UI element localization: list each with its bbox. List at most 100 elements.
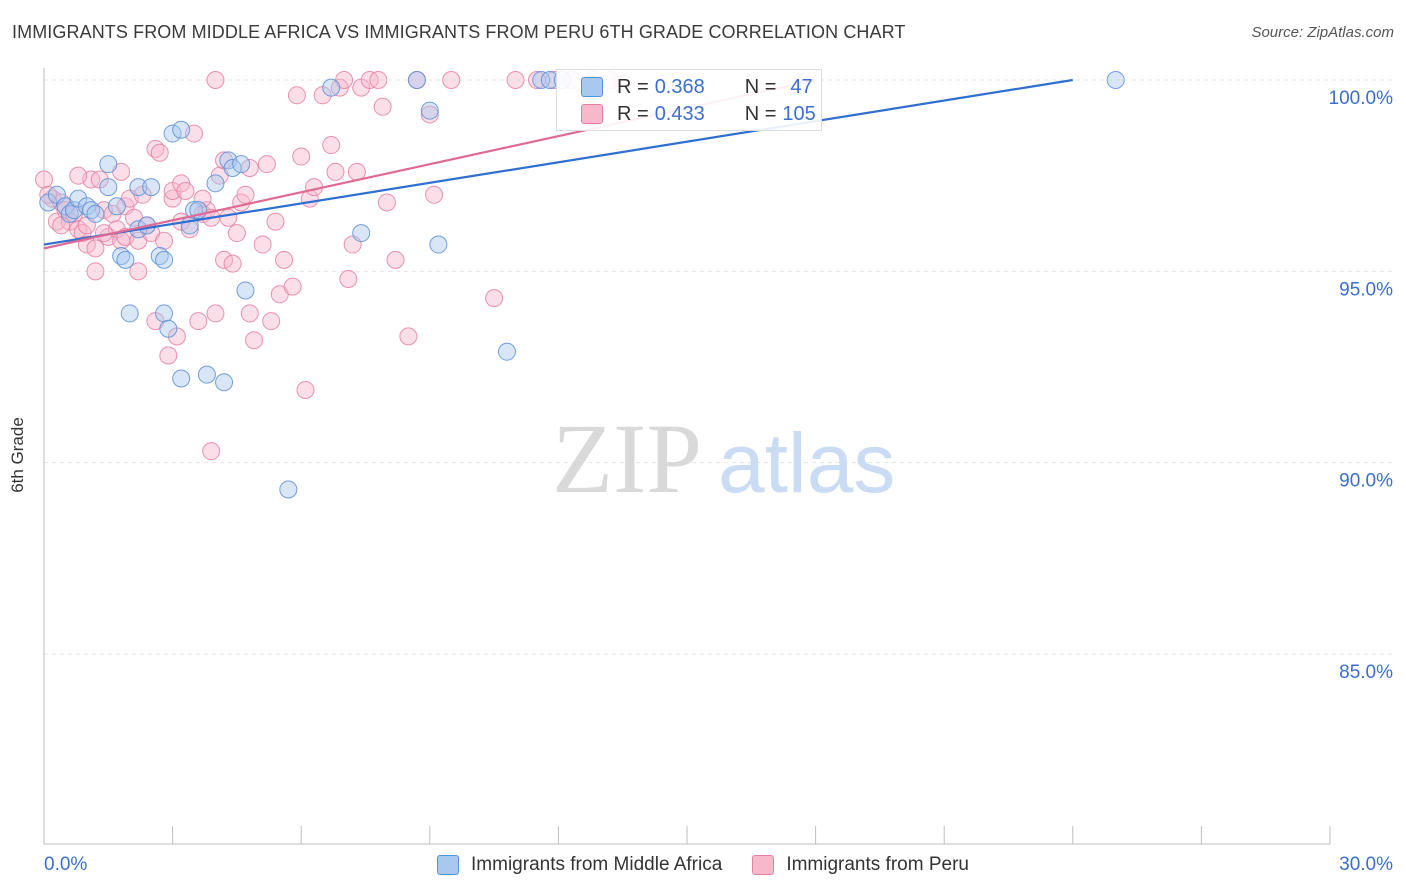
legend-row-middle-africa: R = 0.368 N = 47: [581, 74, 813, 100]
data-point: [352, 224, 371, 243]
y-tick-label: 100.0%: [1329, 88, 1394, 109]
data-point: [176, 181, 195, 200]
legend-swatch-pink: [581, 104, 603, 124]
watermark-zip: ZIP: [552, 403, 702, 514]
legend-label-middle-africa: Immigrants from Middle Africa: [471, 854, 723, 875]
legend-swatch-blue: [437, 855, 460, 875]
legend-label-peru: Immigrants from Peru: [786, 854, 969, 875]
legend-r-label: R =: [617, 75, 649, 98]
y-tick-label: 90.0%: [1339, 471, 1393, 492]
data-point: [373, 97, 392, 116]
legend-n-value: 105: [782, 102, 816, 125]
data-point: [287, 86, 306, 105]
data-point: [163, 124, 182, 143]
legend-r-value: 0.368: [654, 75, 705, 98]
data-point: [155, 231, 174, 250]
data-point: [227, 224, 246, 243]
data-point: [215, 373, 234, 392]
data-point: [215, 250, 234, 269]
legend-n-label: N =: [744, 75, 777, 98]
legend-n-value: 47: [790, 75, 813, 98]
data-point: [369, 71, 388, 89]
data-point: [245, 331, 264, 350]
data-point: [266, 212, 285, 231]
data-point: [257, 155, 276, 174]
data-point: [159, 319, 178, 338]
legend-r-label: R =: [617, 102, 649, 125]
data-point: [223, 159, 242, 178]
data-point: [236, 185, 255, 204]
data-point: [99, 178, 118, 197]
data-point: [253, 235, 272, 254]
data-point: [129, 178, 148, 197]
data-point: [322, 136, 341, 155]
data-point: [429, 235, 448, 254]
stats-legend: R = 0.368 N = 47 R = 0.433 N = 105: [556, 69, 822, 131]
data-point: [129, 262, 148, 281]
data-point: [485, 289, 504, 308]
data-point: [322, 78, 341, 97]
legend-item-peru: Immigrants from Peru: [752, 854, 969, 876]
data-point: [142, 178, 161, 197]
data-point: [189, 312, 208, 331]
watermark-atlas: atlas: [718, 416, 895, 510]
data-point: [69, 166, 88, 185]
trend-line-middle-africa: [43, 78, 1073, 246]
data-point: [206, 71, 225, 89]
x-tick-label: 0.0%: [44, 854, 87, 875]
data-point: [232, 155, 251, 174]
data-point: [442, 71, 461, 89]
data-point: [206, 174, 225, 193]
data-point: [172, 120, 191, 139]
data-point: [407, 71, 426, 89]
data-point: [339, 269, 358, 288]
data-point: [99, 155, 118, 174]
data-point: [107, 197, 126, 216]
data-point: [279, 480, 298, 499]
source-label: Source: ZipAtlas.com: [1251, 24, 1394, 41]
x-tick-label: 30.0%: [1339, 854, 1393, 875]
legend-r-value: 0.433: [654, 102, 705, 125]
data-point: [202, 442, 221, 461]
data-point: [150, 143, 169, 162]
data-point: [120, 304, 139, 323]
data-point: [172, 369, 191, 388]
data-point: [159, 346, 178, 365]
series-middle-africa-points: [39, 71, 1125, 499]
data-point: [326, 162, 345, 181]
data-point: [399, 327, 418, 346]
data-point: [420, 105, 439, 124]
data-point: [219, 208, 238, 227]
data-point: [506, 71, 525, 89]
y-tick-label: 85.0%: [1339, 662, 1393, 683]
data-point: [223, 254, 242, 273]
legend-swatch-blue: [581, 77, 603, 97]
data-point: [296, 380, 315, 399]
legend-n-label: N =: [744, 102, 777, 125]
data-point: [425, 185, 444, 204]
y-tick-label: 95.0%: [1339, 279, 1393, 300]
series-peru-points: [35, 71, 632, 461]
data-point: [86, 262, 105, 281]
data-point: [236, 281, 255, 300]
data-point: [86, 204, 105, 223]
data-point: [262, 312, 281, 331]
series-legend: Immigrants from Middle Africa Immigrants…: [0, 852, 1406, 878]
data-point: [386, 250, 405, 269]
tick-labels: 85.0% 90.0% 95.0% 100.0% 0.0% 30.0%: [44, 88, 1393, 875]
data-point: [275, 250, 294, 269]
data-point: [155, 250, 174, 269]
data-point: [240, 304, 259, 323]
legend-row-peru: R = 0.433 N = 105: [581, 101, 816, 127]
legend-item-middle-africa: Immigrants from Middle Africa: [437, 854, 722, 876]
data-point: [35, 170, 53, 189]
legend-swatch-pink: [752, 855, 775, 875]
chart-title: IMMIGRANTS FROM MIDDLE AFRICA VS IMMIGRA…: [12, 22, 906, 42]
data-point: [377, 193, 396, 212]
data-point: [155, 304, 174, 323]
data-point: [206, 304, 225, 323]
data-point: [292, 147, 311, 166]
data-point: [116, 250, 135, 269]
data-point: [1106, 71, 1125, 89]
